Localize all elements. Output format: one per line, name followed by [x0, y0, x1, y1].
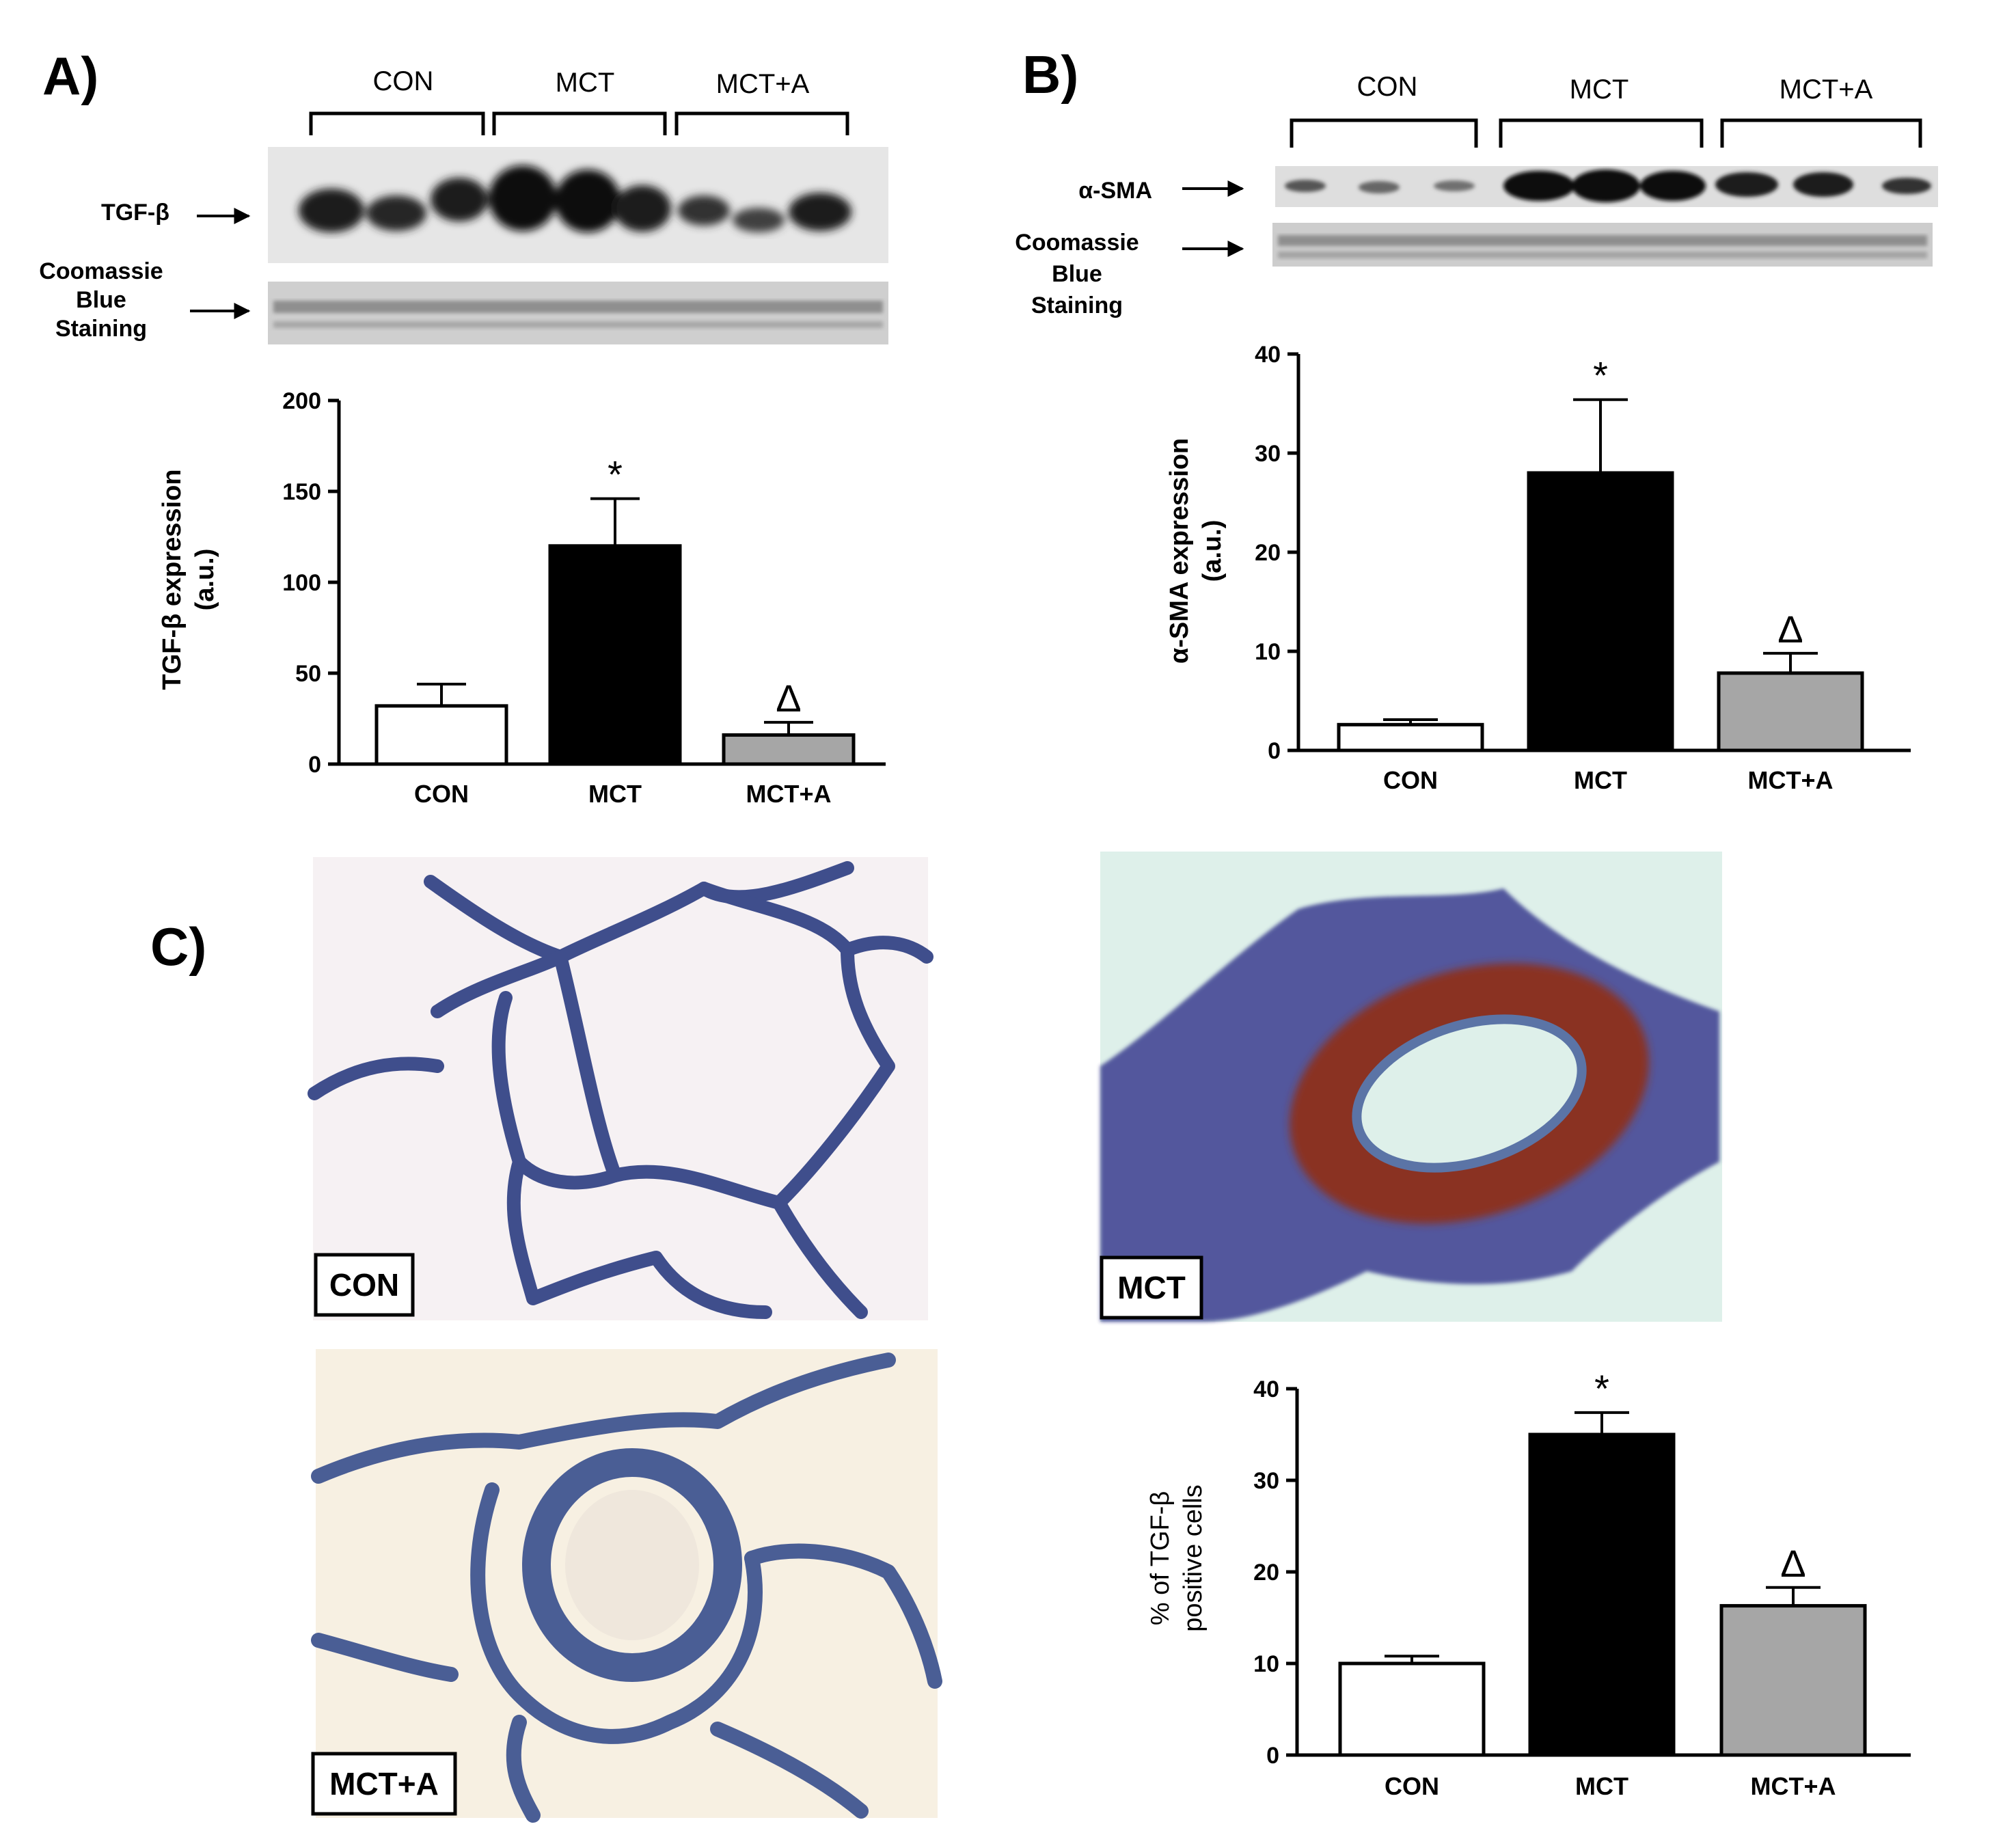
micrograph-con-tissue: [308, 861, 933, 1319]
panel-b-bracket-mct: [1499, 118, 1704, 148]
micrograph-con-label-box: [314, 1253, 415, 1317]
chart-b-bar-0: [1337, 722, 1484, 752]
chart-c-ytick-label-4: 40: [1253, 1376, 1279, 1402]
panel-a-coomassie-bands: [273, 301, 883, 328]
panel-a-group-mct: MCT: [556, 68, 615, 98]
chart-b-annotation-1: *: [1593, 354, 1608, 397]
panel-a-bracket-con: [309, 111, 485, 135]
panel-a-coomassie-label-2: Blue: [76, 287, 126, 313]
panel-b-letter: B): [1022, 44, 1078, 105]
chart-b-category-label-1: MCT: [1574, 766, 1627, 794]
chart-c-ylabel-2: positive cells: [1179, 1484, 1208, 1631]
micrograph-mct-a-label-box: [311, 1752, 457, 1816]
chart-c-ytick-label-1: 10: [1253, 1651, 1279, 1677]
panel-b-coomassie-label-3: Staining: [1031, 293, 1123, 318]
chart-b-ylabel-2: (a.u.): [1198, 520, 1227, 582]
chart-a-annotation-1: *: [608, 453, 623, 496]
chart-a-category-label-0: CON: [414, 780, 469, 808]
panel-b-bracket-mct-a: [1720, 118, 1922, 148]
chart-a-bar-0: [374, 704, 508, 766]
chart-c-category-label-2: MCT+A: [1751, 1772, 1836, 1800]
chart-c-annotation-1: *: [1594, 1367, 1609, 1410]
panel-b-group-mct: MCT: [1570, 74, 1629, 105]
panel-b-group-con: CON: [1357, 72, 1418, 102]
chart-b: 0 10 20 30 40 CON MCT * MCT+A Δ: [1255, 342, 1911, 794]
chart-a-category-label-1: MCT: [588, 780, 642, 808]
micrograph-con: CON: [308, 857, 933, 1320]
panel-b-sma-bands: [1285, 169, 1931, 202]
chart-b-bar-1: [1527, 471, 1674, 752]
chart-b-ylabel-1: α-SMA expression: [1165, 438, 1194, 664]
chart-c-bar-2: [1719, 1604, 1867, 1757]
chart-a-ytick-label-2: 100: [282, 570, 321, 596]
panel-a-letter: A): [42, 46, 98, 106]
micrograph-mct-a-label: MCT+A: [329, 1766, 439, 1802]
chart-a-annotation-2: Δ: [776, 677, 801, 720]
chart-b-ytick-label-3: 30: [1255, 441, 1281, 467]
panel-b-sma-label: α-SMA: [1078, 178, 1152, 204]
panel-a-tgf-bands: [299, 165, 851, 232]
chart-c-ytick-label-0: 0: [1266, 1743, 1279, 1769]
chart-a-category-label-2: MCT+A: [746, 780, 832, 808]
chart-b-annotation-2: Δ: [1777, 608, 1803, 651]
panel-b-bracket-con: [1290, 118, 1478, 148]
panel-c-letter: C): [150, 916, 206, 977]
chart-b-category-label-2: MCT+A: [1748, 766, 1834, 794]
chart-b-ytick-label-0: 0: [1268, 738, 1281, 764]
panel-b-coomassie-label-2: Blue: [1052, 261, 1102, 287]
panel-a-group-mct-a: MCT+A: [716, 69, 810, 99]
chart-b-ytick-label-2: 20: [1255, 540, 1281, 566]
chart-a-ylabel-2: (a.u.): [191, 549, 219, 611]
chart-a-ylabel-1: TGF-β expression: [158, 469, 187, 690]
micrograph-mct-a-tissue: [311, 1353, 942, 1823]
chart-c-category-label-0: CON: [1385, 1772, 1439, 1800]
chart-b-bar-2: [1717, 671, 1864, 752]
chart-b-category-label-0: CON: [1383, 766, 1438, 794]
chart-a-bar-2: [722, 733, 856, 766]
micrograph-mct-vessel-wall: [1352, 1014, 1587, 1173]
chart-a-ytick-label-1: 50: [295, 661, 321, 687]
micrograph-mct-a-lumen: [565, 1490, 699, 1640]
chart-b-ytick-label-1: 10: [1255, 639, 1281, 665]
chart-c-bar-0: [1338, 1661, 1486, 1757]
chart-a-ytick-label-3: 150: [282, 479, 321, 505]
chart-a-ytick-label-4: 200: [282, 388, 321, 414]
chart-c-bar-1: [1528, 1432, 1676, 1757]
chart-a-bar-1: [548, 544, 682, 766]
micrograph-mct-lumen: [1357, 1019, 1582, 1168]
panel-b-group-mct-a: MCT+A: [1780, 74, 1873, 105]
micrograph-mct-a-vessel-ring: [522, 1448, 742, 1682]
panel-b-coomassie-bands: [1278, 235, 1927, 258]
chart-a-ytick-label-0: 0: [308, 752, 321, 778]
chart-c-annotation-2: Δ: [1780, 1542, 1805, 1585]
chart-c-ytick-label-3: 30: [1253, 1468, 1279, 1494]
micrograph-mct-label: MCT: [1117, 1270, 1186, 1305]
chart-b-ytick-label-4: 40: [1255, 342, 1281, 368]
chart-c-category-label-1: MCT: [1575, 1772, 1628, 1800]
chart-c-ylabel-1: % of TGF-β: [1146, 1491, 1175, 1625]
panel-a-group-con: CON: [373, 66, 434, 96]
micrograph-con-label: CON: [329, 1267, 399, 1303]
micrograph-mct: MCT: [1100, 852, 1722, 1322]
micrograph-mct-label-box: [1100, 1255, 1203, 1320]
chart-a: 0 50 100 150 200 CON MCT * MCT+A Δ: [282, 388, 886, 808]
panel-a-bracket-mct-a: [674, 111, 849, 135]
panel-a-coomassie-label-3: Staining: [55, 316, 147, 342]
chart-c: 0 10 20 30 40 CON MCT * MCT+A Δ: [1253, 1367, 1911, 1800]
micrograph-mct-a: MCT+A: [311, 1349, 942, 1823]
panel-a-bracket-mct: [492, 111, 667, 135]
panel-a-coomassie-label-1: Coomassie: [39, 258, 163, 284]
panel-a-tgf-label: TGF-β: [101, 200, 169, 226]
chart-c-ytick-label-2: 20: [1253, 1560, 1279, 1586]
panel-b-coomassie-label-1: Coomassie: [1015, 230, 1139, 256]
